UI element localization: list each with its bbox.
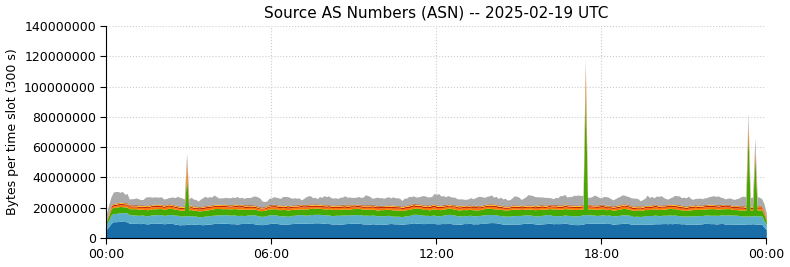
- Title: Source AS Numbers (ASN) -- 2025-02-19 UTC: Source AS Numbers (ASN) -- 2025-02-19 UT…: [264, 6, 608, 21]
- Y-axis label: Bytes per time slot (300 s): Bytes per time slot (300 s): [6, 49, 18, 215]
